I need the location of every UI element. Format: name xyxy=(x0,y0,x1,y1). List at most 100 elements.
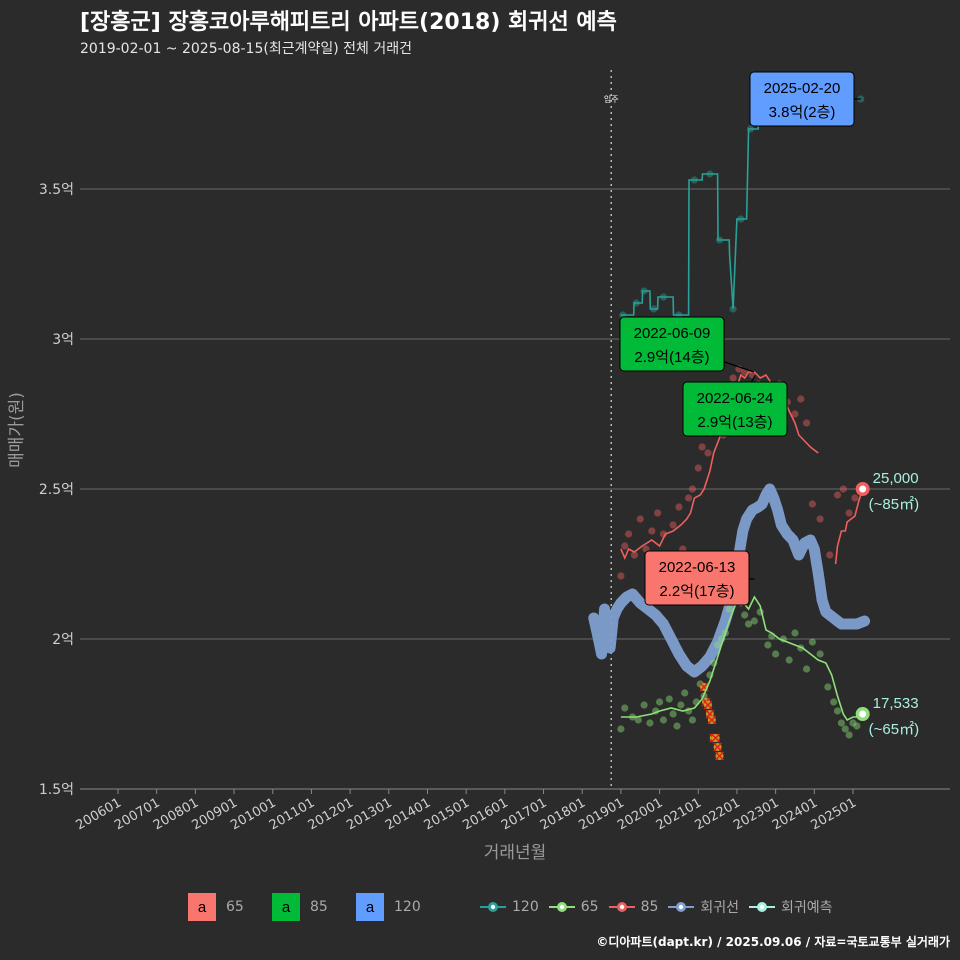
scatter-point-65 xyxy=(841,725,849,733)
scatter-point-85 xyxy=(621,542,629,550)
callout-date: 2025-02-20 xyxy=(764,80,841,97)
legend-line-label: 회귀예측 xyxy=(781,900,833,916)
scatter-point-65 xyxy=(849,719,857,727)
legend-fill-label: 65 xyxy=(226,899,244,915)
legend-fill-swatch: a xyxy=(188,893,216,921)
canceled-mark xyxy=(713,742,723,752)
scatter-point-85 xyxy=(816,515,824,523)
scatter-point-85 xyxy=(630,551,639,559)
legend-line-regression-icon xyxy=(668,902,695,912)
scatter-point-85 xyxy=(654,509,662,517)
y-tick-label: 1.5억 xyxy=(39,782,74,798)
scatter-point-65 xyxy=(634,716,642,724)
callout-box xyxy=(644,550,750,606)
legend-line-65-icon xyxy=(548,902,575,912)
scatter-point-65 xyxy=(681,689,689,697)
scatter-point-65 xyxy=(741,611,749,619)
forecast-value-label: 25,000 xyxy=(873,470,919,487)
scatter-point-65 xyxy=(824,683,832,691)
scatter-point-85 xyxy=(688,485,697,493)
y-tick-label: 2억 xyxy=(52,632,74,648)
scatter-point-85 xyxy=(698,443,706,451)
scatter-point-65 xyxy=(669,710,677,718)
forecast-marker-core xyxy=(859,710,867,718)
legend-line-label: 120 xyxy=(512,899,539,915)
scatter-point-85 xyxy=(791,410,799,418)
callout-date: 2022-06-13 xyxy=(659,559,736,576)
callout-box xyxy=(682,381,788,437)
y-axis-title: 매매가(원) xyxy=(7,392,27,468)
legend-line-85-icon xyxy=(608,902,635,912)
scatter-point-65 xyxy=(802,665,811,673)
scatter-point-65 xyxy=(808,638,816,646)
scatter-point-85 xyxy=(684,494,693,502)
scatter-point-85 xyxy=(625,530,633,538)
x-axis-title: 거래년월 xyxy=(484,843,547,863)
credit: ©디아파트(dapt.kr) / 2025.09.06 / 자료=국토교통부 실… xyxy=(596,935,950,949)
scatter-point-85 xyxy=(694,464,702,472)
scatter-point-65 xyxy=(764,641,772,649)
move-in-label: 입주 xyxy=(604,95,619,104)
chart-subtitle: 2019-02-01 ~ 2025-08-15(최근계약일) 전체 거래건 xyxy=(80,41,412,57)
scatter-point-85 xyxy=(636,515,644,523)
legend-line-label: 회귀선 xyxy=(700,900,740,916)
callout-price: 3.8억(2층) xyxy=(769,104,836,121)
callout-date: 2022-06-09 xyxy=(634,325,711,342)
legend-fill-65: a 65 xyxy=(188,893,264,921)
scatter-point-85 xyxy=(669,521,677,529)
scatter-point-65 xyxy=(655,698,664,706)
legend-line-forecast-icon xyxy=(749,902,776,912)
legend-fill-label: 85 xyxy=(310,899,328,915)
scatter-point-85 xyxy=(617,572,625,580)
scatter-point-65 xyxy=(673,722,681,730)
scatter-point-65 xyxy=(744,620,753,628)
scatter-point-85 xyxy=(845,509,853,517)
forecast-area-label: (~85㎡) xyxy=(869,496,919,513)
y-tick-label: 3억 xyxy=(52,332,74,348)
legend: a 65 a 85 a 120 120 65 85 회귀선 회귀예측 xyxy=(188,893,843,921)
scatter-point-65 xyxy=(714,641,722,649)
scatter-point-65 xyxy=(677,701,685,709)
scatter-point-65 xyxy=(659,716,668,724)
callout-box xyxy=(749,71,855,127)
scatter-point-65 xyxy=(617,725,625,733)
scatter-point-85 xyxy=(851,494,859,502)
regression-line xyxy=(588,483,871,678)
legend-line-65: 65 xyxy=(548,899,599,915)
series-line-65 xyxy=(620,595,864,722)
scatter-point-85 xyxy=(675,503,683,511)
scatter-point-85 xyxy=(797,395,805,403)
scatter-point-65 xyxy=(833,707,842,715)
scatter-point-65 xyxy=(791,629,799,637)
legend-line-label: 65 xyxy=(580,899,599,915)
scatter-point-65 xyxy=(816,650,824,658)
legend-line-85: 85 xyxy=(608,899,659,915)
scatter-point-85 xyxy=(648,527,656,535)
legend-fill-swatch: a xyxy=(356,893,384,921)
scatter-point-65 xyxy=(688,716,697,724)
y-tick-label: 3.5억 xyxy=(39,182,74,198)
scatter-point-65 xyxy=(750,617,758,625)
scatter-point-65 xyxy=(772,650,780,658)
legend-fill-85: a 85 xyxy=(272,893,348,921)
y-tick-label: 2.5억 xyxy=(39,482,74,498)
scatter-point-85 xyxy=(833,491,842,499)
scatter-point-65 xyxy=(725,605,733,613)
canceled-mark xyxy=(707,715,717,725)
scatter-point-65 xyxy=(837,719,845,727)
scatter-point-85 xyxy=(839,485,847,493)
scatter-point-85 xyxy=(729,374,737,382)
scatter-point-65 xyxy=(830,698,838,706)
legend-line-forecast: 회귀예측 xyxy=(749,897,833,917)
legend-line-label: 85 xyxy=(640,899,659,915)
scatter-point-65 xyxy=(785,656,793,664)
canceled-mark xyxy=(703,700,713,710)
callout-price: 2.9억(14층) xyxy=(634,349,709,366)
callout-price: 2.9억(13층) xyxy=(697,414,772,431)
legend-line-regression: 회귀선 xyxy=(668,897,739,917)
scatter-point-65 xyxy=(646,719,654,727)
scatter-point-65 xyxy=(640,701,648,709)
series-line-120 xyxy=(620,98,760,316)
canceled-mark xyxy=(715,751,725,761)
